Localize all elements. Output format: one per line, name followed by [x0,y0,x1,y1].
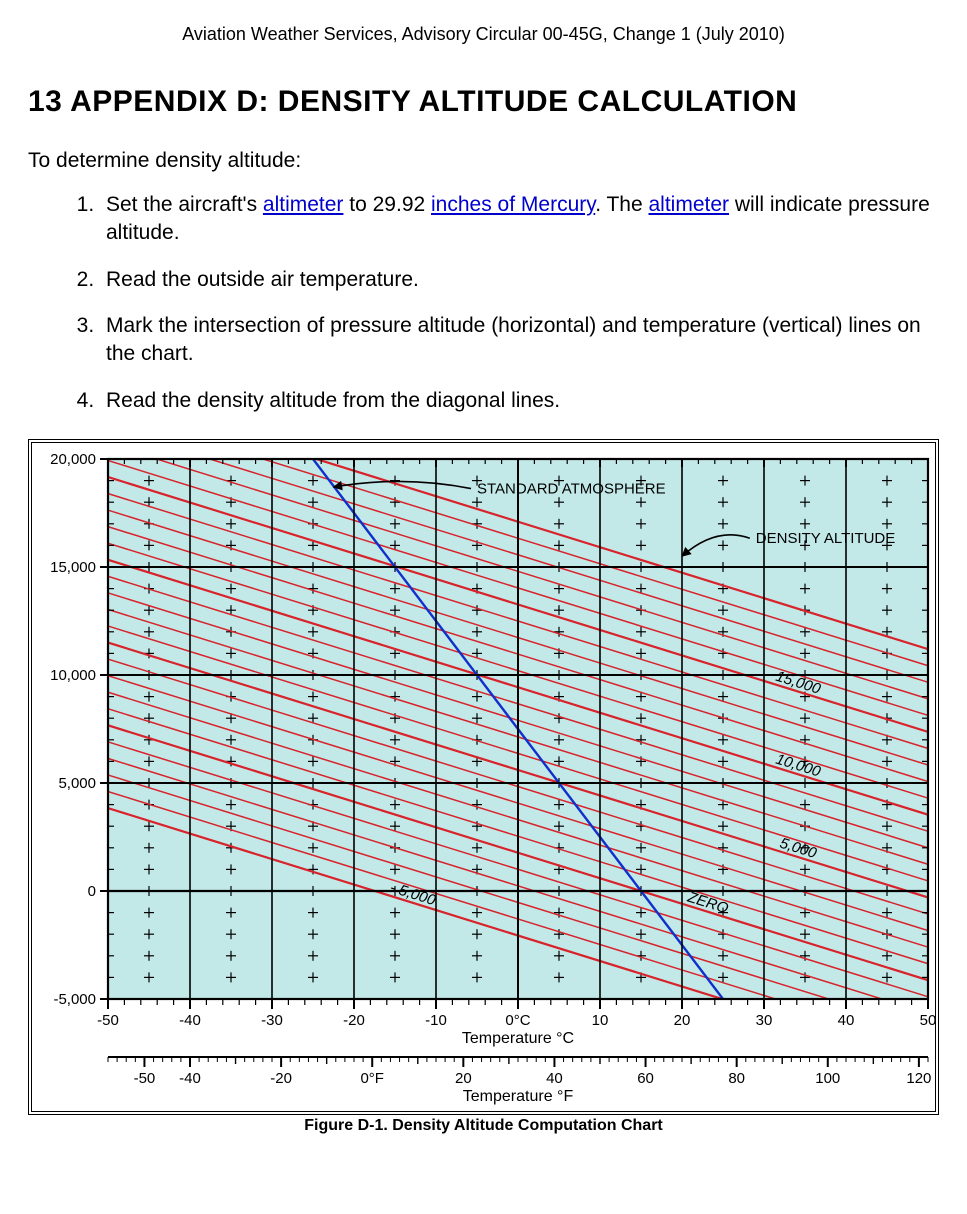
steps-list: Set the aircraft's altimeter to 29.92 in… [28,191,939,415]
inline-link[interactable]: altimeter [263,193,344,216]
svg-text:Temperature °F: Temperature °F [463,1088,574,1105]
svg-text:80: 80 [728,1070,745,1087]
svg-text:-5,000: -5,000 [53,991,96,1008]
inline-link[interactable]: altimeter [649,193,730,216]
svg-text:60: 60 [637,1070,654,1087]
section-number: 13 [28,85,62,118]
svg-text:-50: -50 [97,1012,119,1029]
svg-text:-40: -40 [179,1070,201,1087]
figure-caption: Figure D-1. Density Altitude Computation… [28,1117,939,1135]
figure-frame: - 5,000ZERO5,00010,00015,000-50-40-30-20… [28,439,939,1115]
svg-text:-40: -40 [179,1012,201,1029]
svg-text:-20: -20 [343,1012,365,1029]
svg-text:-50: -50 [134,1070,156,1087]
svg-text:20: 20 [455,1070,472,1087]
svg-text:20: 20 [674,1012,691,1029]
svg-text:-20: -20 [270,1070,292,1087]
svg-text:30: 30 [756,1012,773,1029]
svg-text:10,000: 10,000 [50,667,96,684]
step-item: Mark the intersection of pressure altitu… [100,312,939,369]
section-title: 13 APPENDIX D: DENSITY ALTITUDE CALCULAT… [28,85,939,119]
svg-text:10: 10 [592,1012,609,1029]
svg-text:50: 50 [920,1012,937,1029]
svg-text:40: 40 [838,1012,855,1029]
svg-text:5,000: 5,000 [58,775,96,792]
svg-text:0: 0 [88,883,96,900]
svg-text:15,000: 15,000 [50,559,96,576]
inline-link[interactable]: inches of Mercury [431,193,595,216]
document-header: Aviation Weather Services, Advisory Circ… [28,24,939,45]
section-heading: APPENDIX D: DENSITY ALTITUDE CALCULATION [70,85,797,118]
svg-text:20,000: 20,000 [50,451,96,468]
step-item: Read the outside air temperature. [100,266,939,294]
svg-text:-10: -10 [425,1012,447,1029]
svg-text:-30: -30 [261,1012,283,1029]
svg-text:120: 120 [906,1070,931,1087]
svg-text:40: 40 [546,1070,563,1087]
svg-text:0°F: 0°F [360,1070,384,1087]
density-altitude-chart: - 5,000ZERO5,00010,00015,000-50-40-30-20… [38,449,938,1109]
step-item: Read the density altitude from the diago… [100,387,939,415]
svg-text:0°C: 0°C [505,1012,530,1029]
svg-text:Temperature °C: Temperature °C [462,1030,574,1047]
svg-text:100: 100 [815,1070,840,1087]
svg-text:STANDARD ATMOSPHERE: STANDARD ATMOSPHERE [477,481,666,498]
step-item: Set the aircraft's altimeter to 29.92 in… [100,191,939,248]
intro-text: To determine density altitude: [28,149,939,173]
svg-text:DENSITY ALTITUDE: DENSITY ALTITUDE [756,530,895,547]
